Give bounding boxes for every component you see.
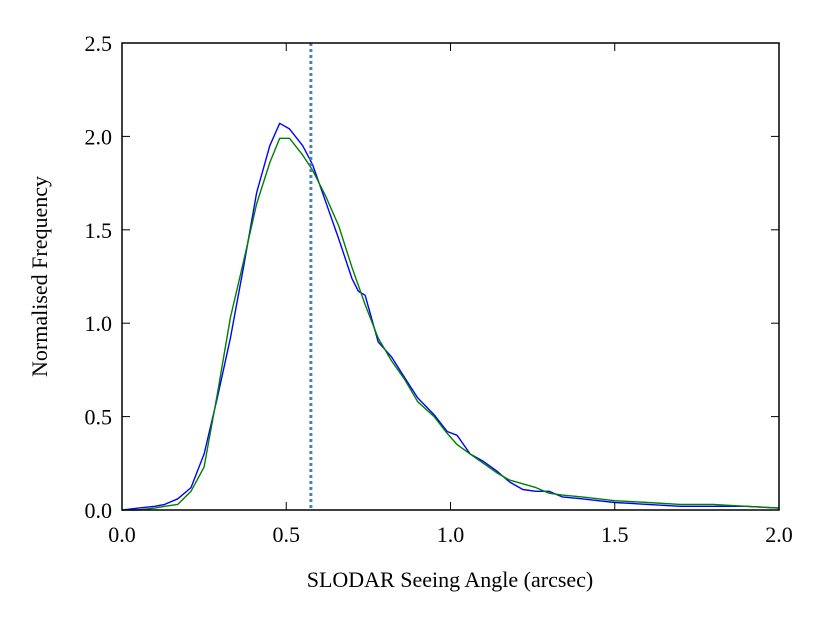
x-axis-label: SLODAR Seeing Angle (arcsec) (307, 567, 594, 592)
x-tick-label: 0.5 (273, 522, 301, 547)
y-tick-label: 2.0 (85, 124, 113, 149)
x-tick-label: 2.0 (765, 522, 793, 547)
series-line-green (122, 137, 780, 511)
axis-ticks: 0.0 0.5 1.0 1.5 2.0 0.0 0.5 1.0 1.5 2.0 2.5 (85, 31, 793, 547)
y-axis-label: Normalised Frequency (27, 176, 52, 377)
x-tick-label: 1.0 (437, 522, 465, 547)
x-tick-label: 1.5 (601, 522, 629, 547)
series-line-blue (121, 122, 780, 511)
y-tick-label: 1.0 (85, 311, 113, 336)
y-tick-label: 2.5 (85, 31, 113, 56)
x-tick-label: 0.0 (108, 522, 136, 547)
plot-frame (121, 42, 780, 511)
y-tick-label: 0.0 (85, 498, 113, 523)
y-tick-label: 1.5 (85, 218, 113, 243)
y-tick-label: 0.5 (85, 405, 113, 430)
